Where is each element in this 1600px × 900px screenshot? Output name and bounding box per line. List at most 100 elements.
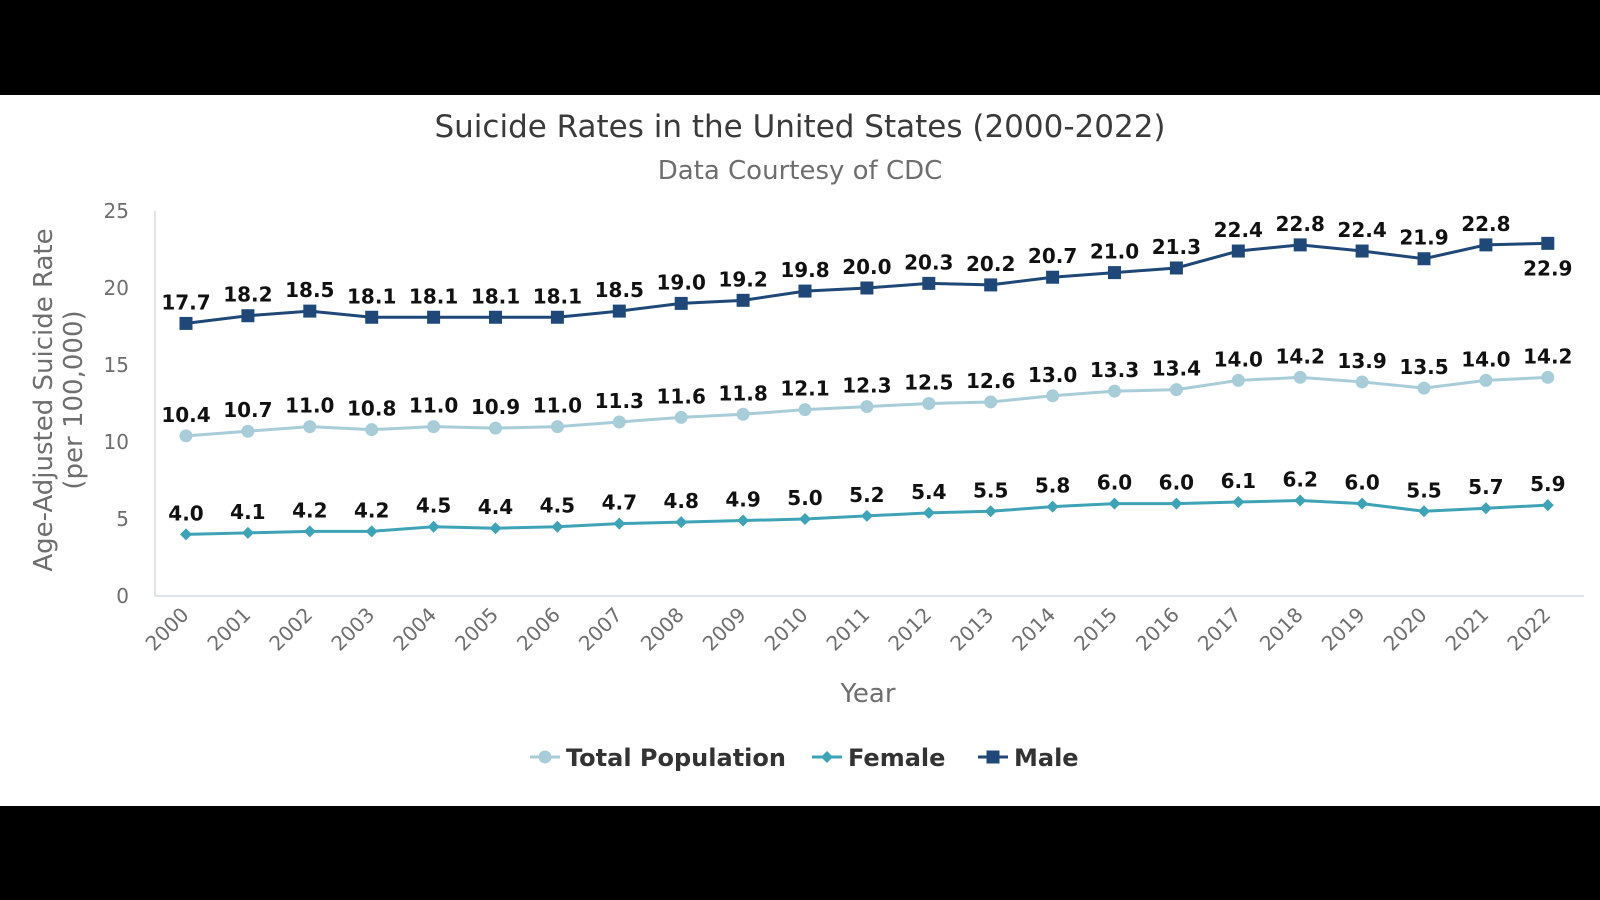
x-tick-label: 2000	[141, 603, 194, 656]
x-tick-label: 2007	[574, 603, 627, 656]
data-label: 5.4	[911, 480, 946, 504]
data-label: 22.4	[1214, 218, 1263, 242]
data-label: 4.5	[416, 494, 451, 518]
data-label: 13.9	[1337, 349, 1386, 373]
data-label: 4.2	[292, 498, 327, 522]
data-label: 19.8	[780, 258, 829, 282]
data-point	[489, 421, 502, 435]
data-point	[612, 304, 626, 318]
data-label: 13.3	[1090, 358, 1139, 382]
data-label: 18.1	[347, 284, 396, 308]
y-axis-label-line2: (per 100,000)	[59, 310, 89, 489]
data-point	[1231, 244, 1245, 258]
legend-label: Female	[848, 744, 945, 772]
data-label: 20.0	[842, 255, 891, 279]
data-label: 18.1	[533, 284, 582, 308]
y-tick-label: 20	[104, 276, 129, 300]
data-point	[179, 316, 193, 330]
legend-marker	[986, 750, 1000, 764]
data-point	[1479, 238, 1493, 252]
y-ticks: 0 5 10 15 20 25	[104, 199, 129, 608]
data-label: 11.0	[409, 394, 458, 418]
data-point	[1046, 500, 1059, 513]
x-tick-label: 2002	[264, 603, 317, 656]
legend-marker	[538, 750, 552, 764]
data-point	[613, 517, 626, 530]
x-tick-label: 2020	[1379, 603, 1432, 656]
data-label: 14.0	[1461, 347, 1510, 371]
data-label: 19.0	[657, 270, 706, 294]
data-point	[1170, 497, 1183, 510]
data-label: 18.1	[471, 284, 520, 308]
data-label: 11.0	[285, 394, 334, 418]
data-point	[1046, 389, 1060, 403]
y-tick-label: 15	[104, 353, 129, 377]
data-label: 6.2	[1282, 468, 1317, 492]
data-point	[365, 423, 379, 437]
legend-label: Male	[1014, 744, 1079, 772]
data-label: 6.1	[1221, 469, 1256, 493]
y-axis-label-line1: Age-Adjusted Suicide Rate	[29, 228, 59, 571]
data-label: 4.2	[354, 498, 389, 522]
data-label: 5.9	[1530, 472, 1565, 496]
data-label: 22.8	[1276, 212, 1325, 236]
data-label: 10.9	[471, 395, 520, 419]
data-point	[799, 513, 811, 525]
x-tick-label: 2019	[1317, 603, 1370, 656]
data-point	[1046, 270, 1060, 284]
data-label: 4.9	[725, 488, 760, 512]
data-point	[365, 310, 379, 324]
data-point	[1108, 266, 1121, 280]
data-label: 18.1	[409, 284, 458, 308]
chart-panel	[0, 95, 1600, 806]
data-label: 11.3	[595, 389, 644, 413]
data-label: 18.5	[285, 278, 334, 302]
data-label: 5.2	[849, 483, 884, 507]
data-point	[1293, 238, 1307, 252]
data-point	[922, 397, 936, 410]
y-tick-label: 5	[116, 507, 129, 531]
data-point	[922, 506, 935, 519]
data-label: 22.9	[1523, 256, 1572, 280]
data-point	[984, 278, 998, 292]
chart-title: Suicide Rates in the United States (2000…	[434, 109, 1165, 145]
data-point	[1479, 373, 1493, 387]
data-label: 5.5	[1406, 478, 1441, 502]
data-label: 14.2	[1523, 344, 1572, 368]
y-tick-label: 10	[104, 430, 129, 454]
data-point	[860, 509, 873, 522]
data-point	[984, 505, 997, 518]
data-label: 13.5	[1399, 355, 1448, 379]
x-tick-label: 2010	[760, 603, 813, 656]
data-point	[1417, 381, 1431, 395]
x-tick-label: 2015	[1069, 603, 1122, 656]
data-label: 13.0	[1028, 363, 1077, 387]
y-tick-label: 25	[104, 199, 129, 223]
data-label: 12.6	[966, 369, 1015, 393]
legend-label: Total Population	[566, 744, 786, 772]
data-label: 14.0	[1214, 347, 1263, 371]
data-point	[1108, 497, 1121, 510]
data-label: 10.8	[347, 397, 396, 421]
data-label: 12.5	[904, 371, 953, 395]
data-point	[1541, 499, 1554, 512]
data-label: 6.0	[1097, 471, 1132, 495]
data-label: 13.4	[1152, 357, 1201, 381]
x-tick-label: 2018	[1255, 603, 1308, 656]
data-label: 11.6	[657, 384, 706, 408]
data-point	[1293, 370, 1307, 384]
data-point	[1231, 373, 1245, 387]
data-point	[1169, 261, 1183, 275]
data-label: 6.0	[1344, 471, 1379, 495]
x-tick-label: 2004	[388, 603, 441, 656]
data-point	[303, 525, 316, 538]
data-label: 5.0	[787, 486, 822, 510]
data-point	[798, 403, 812, 417]
data-point	[1169, 383, 1183, 397]
data-point	[798, 284, 812, 298]
data-point	[303, 420, 317, 434]
data-point	[1232, 496, 1245, 509]
data-point	[674, 410, 688, 424]
data-label: 22.4	[1337, 218, 1386, 242]
